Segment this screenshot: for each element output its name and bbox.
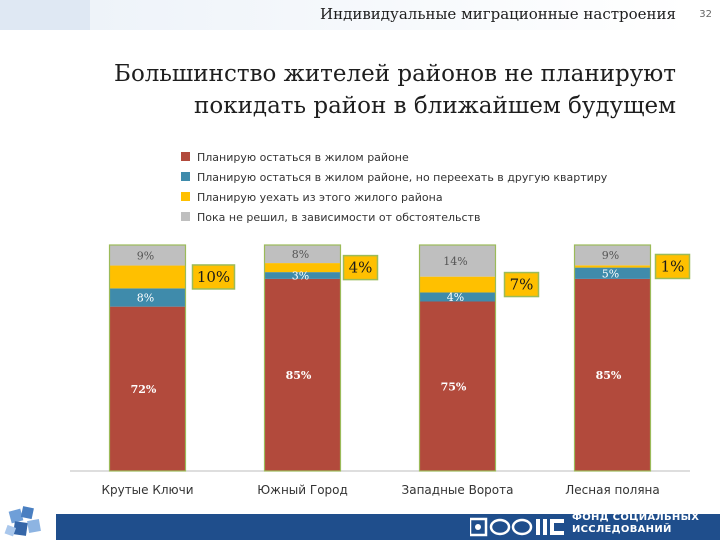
section-title: Индивидуальные миграционные настроения bbox=[320, 5, 676, 23]
bar-segment bbox=[574, 267, 651, 279]
bar-segment bbox=[419, 301, 496, 471]
bar-segment bbox=[264, 278, 341, 471]
callout-label: 10% bbox=[197, 268, 230, 286]
category-label: Южный Город bbox=[257, 483, 348, 497]
bar-outline bbox=[418, 244, 497, 472]
callout-box bbox=[342, 254, 379, 281]
page-number: 32 bbox=[699, 9, 712, 20]
bar-segment bbox=[574, 245, 651, 266]
callout-label: 7% bbox=[510, 276, 534, 294]
legend-label-1: Планирую остаться в жилом районе bbox=[197, 151, 409, 164]
bar-segment bbox=[109, 306, 186, 471]
bar-segment bbox=[574, 265, 651, 268]
fsi-logo-icon bbox=[470, 517, 564, 537]
data-label: 8% bbox=[137, 292, 154, 305]
data-label: 72% bbox=[131, 383, 157, 396]
puzzle-cluster-icon bbox=[4, 506, 41, 537]
bar-segment bbox=[419, 292, 496, 302]
legend-label-3: Планирую уехать из этого жилого района bbox=[197, 191, 443, 204]
org-name-line-2: ИССЛЕДОВАНИЙ bbox=[572, 524, 672, 535]
callout-box bbox=[191, 264, 236, 290]
bar-outline bbox=[263, 244, 342, 472]
top-band-left bbox=[0, 0, 90, 30]
top-band-right bbox=[90, 0, 690, 30]
data-label: 9% bbox=[137, 249, 154, 262]
bar-segment bbox=[109, 245, 186, 266]
chart-legend: Планирую остаться в жилом районе Планирую… bbox=[181, 151, 608, 224]
category-label: Западные Ворота bbox=[402, 483, 514, 497]
chart-labels: 72% 8% 10% 9% Крутые Ключи 85% 3% 4% 8% Южный Гор… bbox=[101, 248, 691, 497]
data-label: 4% bbox=[447, 291, 464, 304]
headline-line-1: Большинство жителей районов не планируют bbox=[114, 61, 676, 87]
org-name-line-1: ФОНД СОЦИАЛЬНЫХ bbox=[572, 512, 700, 523]
callout-box bbox=[503, 271, 540, 298]
data-label: 14% bbox=[443, 255, 467, 268]
bar-outline bbox=[573, 244, 652, 472]
headline: Большинство жителей районов не планируют… bbox=[36, 58, 676, 122]
data-label: 5% bbox=[602, 267, 619, 280]
data-label: 75% bbox=[441, 380, 467, 393]
org-name: ФОНД СОЦИАЛЬНЫХ ИССЛЕДОВАНИЙ bbox=[572, 512, 699, 536]
legend-label-2: Планирую остаться в жилом районе, но пер… bbox=[197, 171, 608, 184]
category-label: Лесная поляна bbox=[565, 483, 660, 497]
data-label: 3% bbox=[292, 270, 309, 283]
bar-segment bbox=[109, 265, 186, 289]
bar-segment bbox=[419, 245, 496, 277]
data-label: 85% bbox=[596, 369, 622, 382]
bar-segment bbox=[109, 288, 186, 307]
data-label: 8% bbox=[292, 248, 309, 261]
bar-segment bbox=[419, 276, 496, 293]
data-label: 85% bbox=[286, 369, 312, 382]
footer-band bbox=[56, 514, 720, 540]
chart-bars bbox=[108, 244, 652, 472]
top-band bbox=[0, 0, 720, 30]
category-label: Крутые Ключи bbox=[101, 483, 193, 497]
data-label: 9% bbox=[602, 249, 619, 262]
callout-label: 4% bbox=[349, 259, 373, 277]
bar-outline bbox=[108, 244, 187, 472]
callout-label: 1% bbox=[661, 257, 685, 275]
bar-segment bbox=[574, 278, 651, 471]
bar-segment bbox=[264, 263, 341, 273]
bar-segment bbox=[264, 272, 341, 279]
headline-line-2: покидать район в ближайшем будущем bbox=[194, 93, 676, 119]
legend-swatch-3 bbox=[181, 192, 190, 201]
legend-swatch-1 bbox=[181, 152, 190, 161]
legend-swatch-4 bbox=[181, 212, 190, 221]
legend-label-4: Пока не решил, в зависимости от обстояте… bbox=[197, 211, 480, 224]
callout-box bbox=[654, 253, 691, 280]
legend-swatch-2 bbox=[181, 172, 190, 181]
bar-segment bbox=[264, 245, 341, 264]
